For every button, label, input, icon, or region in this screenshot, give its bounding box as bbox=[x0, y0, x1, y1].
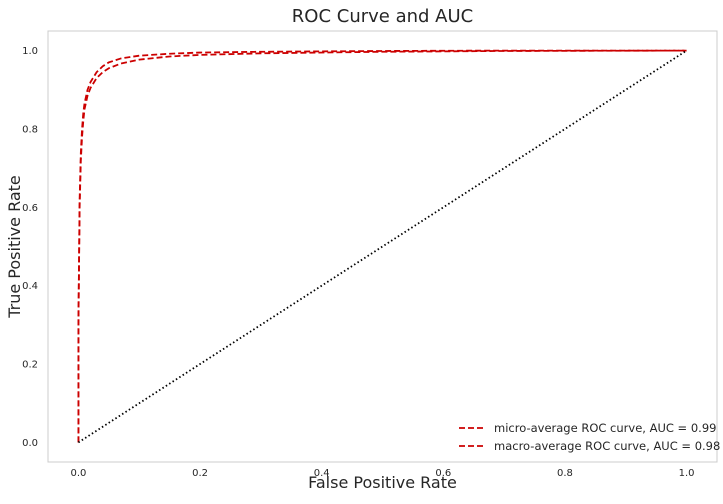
y-axis-ticks: 0.0 0.2 0.4 0.6 0.8 1.0 bbox=[22, 46, 38, 449]
y-tick-label: 1.0 bbox=[22, 46, 38, 57]
x-tick-label: 0.6 bbox=[435, 468, 451, 479]
y-tick-label: 0.6 bbox=[22, 203, 38, 214]
legend-label-micro: micro-average ROC curve, AUC = 0.99 bbox=[494, 421, 716, 435]
y-tick-label: 0.8 bbox=[22, 124, 38, 135]
x-tick-label: 1.0 bbox=[679, 468, 695, 479]
legend-label-macro: macro-average ROC curve, AUC = 0.98 bbox=[494, 439, 720, 453]
y-tick-label: 0.2 bbox=[22, 360, 38, 371]
x-tick-label: 0.0 bbox=[70, 468, 86, 479]
legend: micro-average ROC curve, AUC = 0.99 macr… bbox=[459, 421, 720, 453]
x-axis-label: False Positive Rate bbox=[308, 473, 457, 492]
x-tick-label: 0.2 bbox=[192, 468, 208, 479]
y-tick-label: 0.0 bbox=[22, 438, 38, 449]
x-tick-label: 0.8 bbox=[557, 468, 573, 479]
y-axis-label: True Positive Rate bbox=[5, 175, 24, 319]
x-tick-label: 0.4 bbox=[314, 468, 330, 479]
chance-diagonal-line bbox=[77, 49, 688, 444]
macro-average-roc-line bbox=[77, 49, 687, 443]
x-axis-ticks: 0.0 0.2 0.4 0.6 0.8 1.0 bbox=[70, 468, 694, 479]
y-tick-label: 0.4 bbox=[22, 281, 38, 292]
chart-title: ROC Curve and AUC bbox=[292, 6, 473, 27]
series-layer bbox=[77, 49, 688, 444]
